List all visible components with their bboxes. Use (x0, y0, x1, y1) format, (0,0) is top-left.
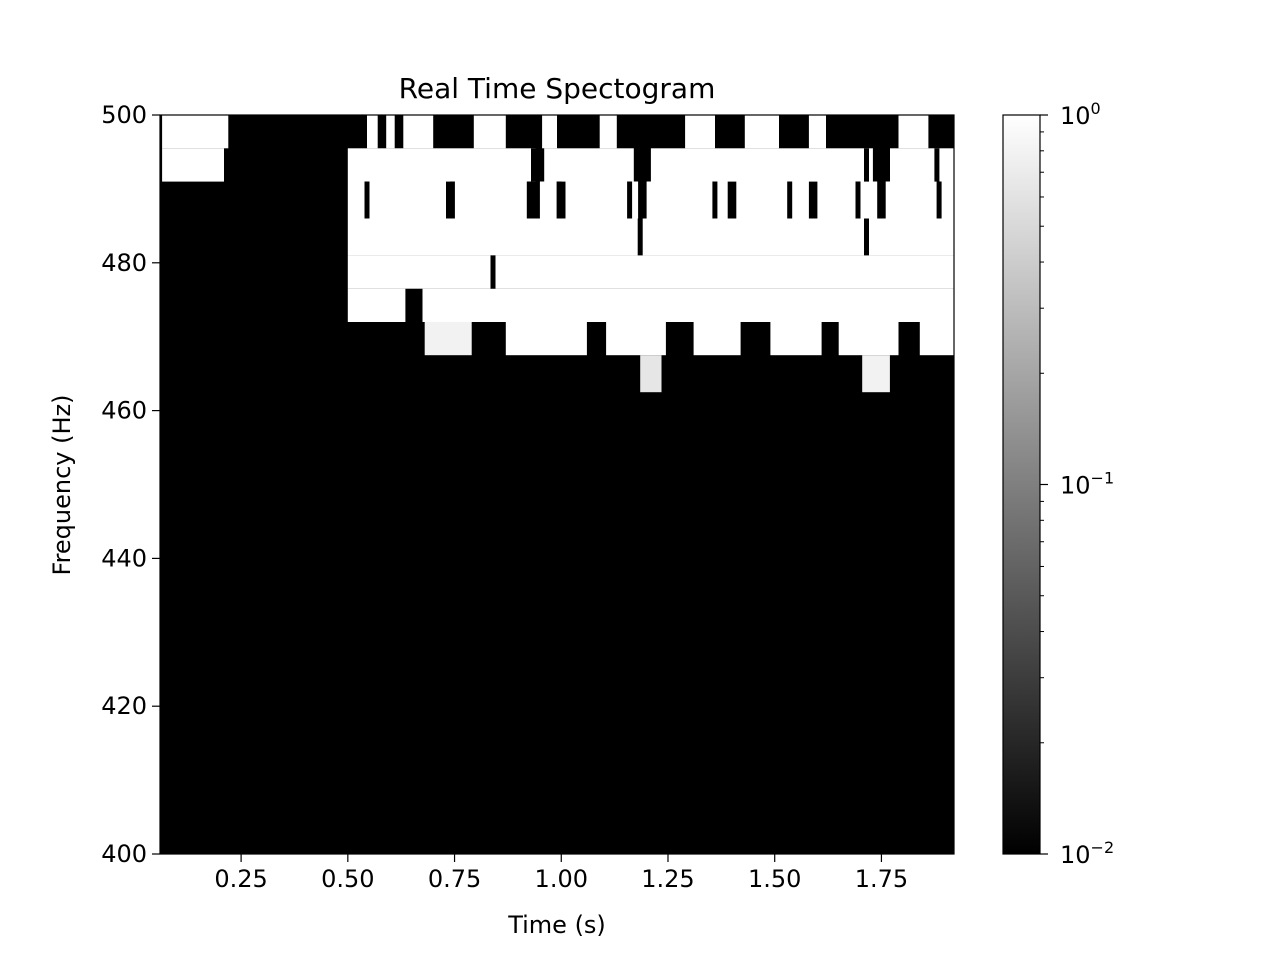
heatmap-cell-24 (347, 218, 954, 256)
heatmap-dark-ticks (364, 148, 942, 289)
colorbar-gradient (1003, 115, 1040, 854)
heatmap-cell-16 (347, 181, 446, 219)
heatmap-cell-36 (862, 355, 890, 393)
y-tick-label-5: 500 (101, 101, 147, 129)
y-tick-label-1: 420 (101, 692, 147, 720)
heatmap-cell-27 (422, 288, 954, 322)
x-tick-label-2: 0.75 (428, 865, 481, 893)
x-tick-label-0: 0.25 (214, 865, 267, 893)
heatmap-cells (162, 115, 954, 393)
heatmap-cell-13 (544, 148, 634, 182)
heatmap-cell-0 (162, 115, 229, 149)
heatmap-cell-25 (347, 255, 954, 289)
heatmap-cell-22 (817, 181, 878, 219)
heatmap-cell-8 (744, 115, 779, 149)
heatmap-cell-2 (386, 115, 395, 149)
heatmap-cell-29 (505, 321, 587, 356)
plot-frame (159, 114, 955, 855)
heatmap-dark-tick-9 (787, 181, 793, 219)
x-tick-label-4: 1.25 (641, 865, 694, 893)
heatmap-cell-17 (454, 181, 528, 219)
x-tick-label-1: 0.50 (321, 865, 374, 893)
heatmap-dark-tick-7 (627, 181, 633, 219)
heatmap-dark-tick-0 (531, 148, 536, 182)
heatmap-cell-6 (599, 115, 617, 149)
x-tick-label-6: 1.75 (855, 865, 908, 893)
heatmap-cell-32 (770, 321, 822, 356)
heatmap-cell-34 (919, 321, 954, 356)
heatmap-dark-tick-4 (449, 181, 455, 219)
y-axis-label: Frequency (Hz) (48, 395, 76, 576)
heatmap-dark-tick-5 (526, 181, 532, 219)
y-tick-label-4: 480 (101, 249, 147, 277)
heatmap-dark-tick-11 (936, 181, 942, 219)
heatmap-cell-23 (885, 181, 954, 219)
heatmap-cell-11 (162, 148, 224, 182)
y-tick-label-3: 460 (101, 397, 147, 425)
heatmap-cell-7 (685, 115, 715, 149)
heatmap-cell-35 (640, 355, 662, 393)
x-tick-label-5: 1.50 (748, 865, 801, 893)
colorbar-tick-label-0: 100 (1060, 99, 1101, 130)
heatmap-cell-1 (367, 115, 378, 149)
heatmap-dark-tick-10 (855, 181, 861, 219)
heatmap-cell-5 (542, 115, 557, 149)
x-tick-label-3: 1.00 (535, 865, 588, 893)
heatmap-cell-18 (539, 181, 560, 219)
heatmap-cell-26 (347, 288, 406, 322)
plot-area (159, 114, 955, 855)
heatmap-cell-10 (898, 115, 929, 149)
heatmap-cell-28 (424, 321, 472, 356)
heatmap-cell-9 (808, 115, 826, 149)
colorbar-ticks: 100 10−1 10−2 (1040, 99, 1114, 869)
y-tick-label-0: 400 (101, 840, 147, 868)
heatmap-dark-tick-1 (864, 148, 869, 182)
x-axis-label: Time (s) (507, 911, 606, 939)
heatmap-cell-12 (347, 148, 536, 182)
heatmap-cell-15 (890, 148, 954, 182)
y-tick-label-2: 440 (101, 544, 147, 572)
heatmap-dark-tick-13 (864, 218, 869, 256)
chart-title: Real Time Spectogram (399, 72, 716, 105)
heatmap-dark-tick-6 (556, 181, 562, 219)
heatmap-cell-19 (565, 181, 639, 219)
heatmap-cell-21 (736, 181, 809, 219)
heatmap-dark-tick-3 (364, 181, 370, 219)
heatmap-cell-3 (403, 115, 434, 149)
x-axis: 0.25 0.50 0.75 1.00 1.25 1.50 1.75 (214, 854, 908, 893)
y-axis: 400 420 440 460 480 500 (101, 101, 160, 868)
heatmap-cell-4 (473, 115, 506, 149)
heatmap-cell-30 (606, 321, 666, 356)
heatmap-dark-tick-2 (934, 148, 940, 182)
heatmap-dark-tick-14 (490, 255, 496, 289)
colorbar-tick-label-2: 10−2 (1060, 838, 1114, 869)
colorbar: 100 10−1 10−2 (1002, 99, 1114, 869)
heatmap-cell-33 (838, 321, 899, 356)
heatmap-cell-14 (650, 148, 873, 182)
heatmap-dark-tick-8 (712, 181, 718, 219)
heatmap-dark-tick-12 (637, 218, 643, 256)
colorbar-tick-label-1: 10−1 (1060, 469, 1114, 500)
heatmap-cell-31 (693, 321, 741, 356)
